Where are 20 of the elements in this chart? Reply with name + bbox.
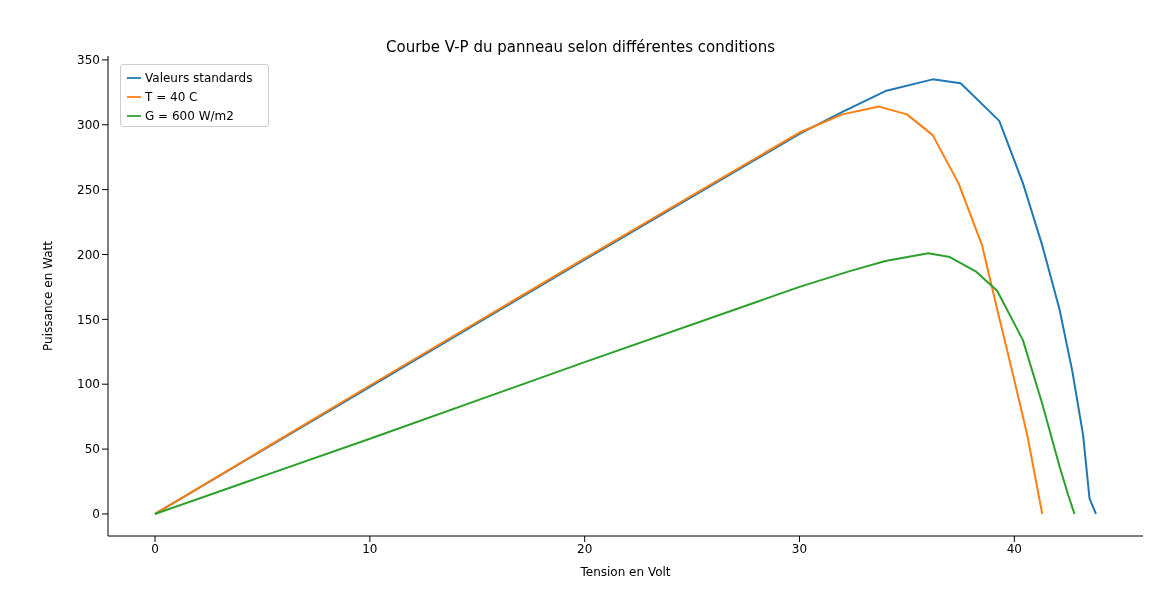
y-tick-label: 300 [77,118,100,133]
y-tick-label: 150 [77,312,100,327]
x-tick-label: 0 [151,541,159,556]
y-axis-title: Puissance en Watt [41,240,56,351]
legend-label: Valeurs standards [145,71,253,85]
y-tick-label: 0 [92,507,100,522]
x-tick-label: 40 [1006,541,1022,556]
y-tick-label: 350 [77,53,100,68]
y-tick-label: 100 [77,377,100,392]
legend-label: G = 600 W/m2 [145,109,234,123]
legend-label: T = 40 C [145,90,198,104]
x-tick-label: 10 [362,541,378,556]
x-tick-label: 20 [577,541,593,556]
x-tick-label: 30 [791,541,808,556]
y-tick-label: 50 [84,442,100,457]
y-tick-label: 250 [77,182,100,197]
x-axis-title: Tension en Volt [579,565,671,579]
line-series [154,252,1076,515]
chart-title: Courbe V-P du panneau selon différentes conditions [385,38,776,56]
y-tick-label: 200 [77,247,100,262]
